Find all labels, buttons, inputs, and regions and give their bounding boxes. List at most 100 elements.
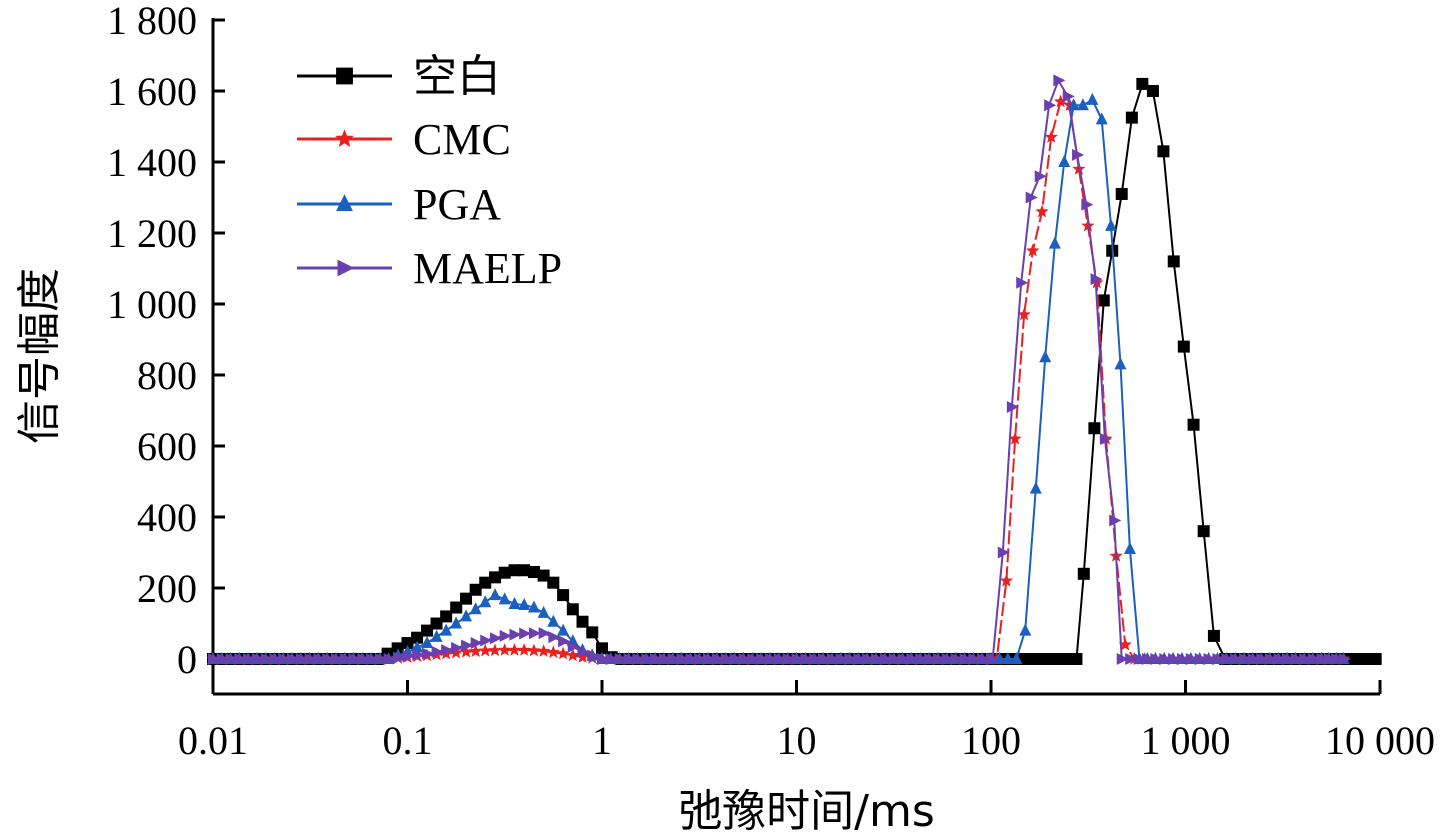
data-point <box>703 653 716 665</box>
data-point <box>518 598 531 611</box>
data-point <box>685 653 698 665</box>
data-point <box>1116 653 1129 665</box>
data-point <box>234 653 247 665</box>
y-tick-label: 600 <box>137 424 197 469</box>
data-point <box>879 653 892 665</box>
data-point <box>1203 653 1216 665</box>
data-point <box>1230 653 1243 665</box>
y-tick-label: 1 400 <box>107 140 197 185</box>
data-point <box>1035 204 1049 218</box>
data-point <box>1157 145 1170 158</box>
data-point <box>322 653 335 665</box>
data-point <box>251 653 264 665</box>
x-tick-label: 10 000 <box>1325 718 1435 763</box>
data-point <box>605 653 618 665</box>
data-point <box>576 615 589 628</box>
data-point <box>1081 198 1094 211</box>
data-point <box>1146 85 1159 97</box>
data-point <box>738 653 751 665</box>
data-point <box>1052 653 1065 665</box>
data-point <box>818 653 831 665</box>
data-point <box>556 646 570 660</box>
data-point <box>451 641 464 654</box>
data-point <box>968 653 981 665</box>
data-point <box>1125 111 1138 124</box>
data-point <box>1247 653 1260 665</box>
data-point <box>348 653 361 665</box>
data-point <box>1142 653 1155 665</box>
data-point <box>1018 653 1031 665</box>
legend-label: PGA <box>413 180 501 229</box>
data-point <box>924 653 937 665</box>
data-point <box>835 653 848 665</box>
data-point <box>547 614 560 627</box>
series-line <box>213 100 1344 660</box>
data-point <box>411 640 424 653</box>
data-point <box>747 653 760 665</box>
x-axis-label: 弛豫时间/ms <box>678 786 935 832</box>
data-point <box>1044 99 1057 112</box>
x-tick-label: 1 000 <box>1141 718 1231 763</box>
data-point <box>557 623 570 636</box>
data-point <box>1133 653 1146 665</box>
data-point <box>1331 653 1344 665</box>
data-point <box>773 653 786 665</box>
data-point <box>1039 350 1052 363</box>
data-point <box>393 651 406 664</box>
data-point <box>450 616 463 629</box>
data-point <box>1136 77 1149 90</box>
data-point <box>287 653 300 665</box>
legend-marker <box>335 129 354 147</box>
data-point <box>1221 653 1234 665</box>
data-point <box>402 650 415 663</box>
data-point <box>269 653 282 665</box>
data-point <box>518 564 531 577</box>
data-point <box>1034 170 1047 183</box>
data-point <box>1026 243 1040 257</box>
data-point <box>667 653 680 665</box>
data-point <box>1167 255 1180 268</box>
data-point <box>1264 653 1277 665</box>
data-point <box>469 644 483 657</box>
data-point <box>216 653 229 665</box>
data-point <box>993 652 1006 664</box>
y-tick-label: 1 000 <box>107 282 197 327</box>
data-point <box>1044 130 1058 143</box>
data-point <box>1090 273 1103 286</box>
data-point <box>871 653 884 665</box>
data-point <box>1307 653 1320 665</box>
data-point <box>809 653 822 665</box>
data-point <box>1207 629 1220 642</box>
data-point <box>897 653 910 665</box>
data-point <box>383 653 396 665</box>
data-point <box>1168 653 1181 665</box>
data-point <box>507 643 522 656</box>
data-point <box>623 653 636 665</box>
data-point <box>614 653 627 665</box>
axes: 0 200 400 600 800 1 000 1 200 1 400 1 600 1 800 0.… <box>107 0 1435 763</box>
legend-marker <box>337 259 355 277</box>
plot-area <box>206 74 1382 665</box>
data-point <box>987 653 1000 665</box>
data-point <box>1194 653 1207 665</box>
data-point <box>1125 653 1138 665</box>
data-point <box>499 629 512 642</box>
data-point <box>1053 74 1066 87</box>
series-3 <box>207 92 1350 664</box>
y-tick-label: 1 800 <box>107 0 197 43</box>
data-point <box>977 653 990 665</box>
data-point <box>1187 418 1200 431</box>
data-point <box>557 589 570 602</box>
data-point <box>1150 653 1163 665</box>
data-point <box>1299 653 1312 665</box>
data-point <box>1177 340 1190 353</box>
y-tick-label: 400 <box>137 495 197 540</box>
series-4 <box>208 74 1351 665</box>
series-2 <box>206 94 1351 665</box>
data-point <box>488 643 502 657</box>
data-point <box>449 645 463 659</box>
x-tick-label: 0.01 <box>178 718 248 763</box>
data-point <box>596 642 608 655</box>
data-point <box>421 636 434 649</box>
